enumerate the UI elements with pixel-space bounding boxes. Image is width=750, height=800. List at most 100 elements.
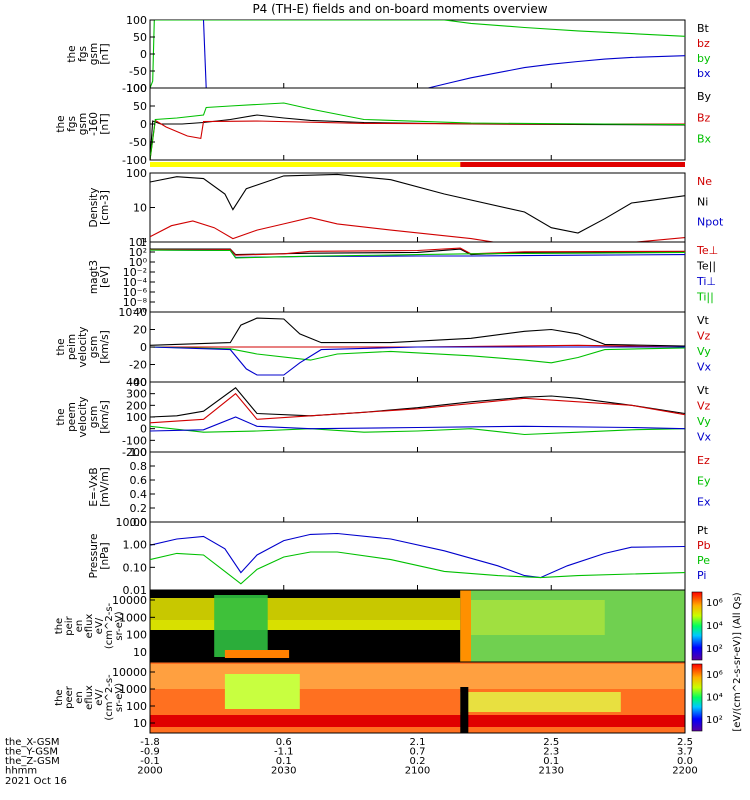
ephemeris-value: 2.3 bbox=[543, 747, 559, 758]
figure-title: P4 (TH-E) fields and on-board moments ov… bbox=[252, 2, 547, 16]
y-axis-label: eV/ bbox=[94, 617, 105, 634]
series-line-density-1 bbox=[150, 217, 685, 242]
ephemeris-value: 2000 bbox=[137, 766, 162, 777]
y-tick-label: -20 bbox=[129, 359, 147, 372]
y-tick-label: 10 bbox=[133, 717, 147, 730]
y-axis-label: gsm bbox=[88, 43, 100, 65]
colorbar-tick-label: 10² bbox=[706, 715, 723, 726]
ephemeris-value: -0.9 bbox=[140, 747, 160, 758]
series-line-temperature-3 bbox=[150, 249, 685, 259]
colorbar-tick-label: 10⁴ bbox=[706, 693, 723, 704]
y-axis-label: magt3 bbox=[88, 260, 100, 294]
y-axis-label: [nPa] bbox=[99, 542, 111, 569]
y-tick-label: 10000 bbox=[112, 594, 147, 607]
legend-entry: by bbox=[697, 52, 711, 65]
y-axis-label: [nT] bbox=[99, 43, 111, 64]
y-tick-label: 0.8 bbox=[130, 460, 148, 473]
series-line-fgs-0 bbox=[150, 20, 685, 88]
y-axis-label: the bbox=[66, 45, 78, 62]
ephemeris-value: 0.7 bbox=[410, 747, 426, 758]
y-axis-label: gsm bbox=[88, 406, 100, 428]
y-tick-label: -100 bbox=[122, 434, 147, 447]
legend-entry: Ni bbox=[697, 195, 708, 208]
panel-fgs2: 100 50 0 -50 -100 the fgs gsm -160 [nT] By Bz Bx bbox=[55, 82, 712, 167]
ephemeris-value: 0.1 bbox=[276, 756, 292, 767]
y-tick-label: 100 bbox=[126, 82, 147, 95]
series-line-peim-3 bbox=[150, 346, 685, 376]
series-line-density-0 bbox=[150, 173, 685, 234]
legend-entry: By bbox=[697, 90, 712, 103]
mode-bar bbox=[150, 162, 685, 167]
y-tick-label: 200 bbox=[126, 399, 147, 412]
legend-entry: Pb bbox=[697, 539, 711, 552]
y-axis-label: the bbox=[54, 618, 65, 634]
series-line-peem-1 bbox=[150, 392, 685, 424]
y-axis-label: peir bbox=[64, 615, 75, 635]
date-label: 2021 Oct 16 bbox=[5, 776, 67, 787]
y-tick-label: 10⁴ bbox=[129, 236, 148, 249]
ephemeris-value: 0.2 bbox=[410, 756, 426, 767]
y-axis-label: en bbox=[74, 620, 85, 633]
panel-efield: 1.00.80.60.40.20.0 E=-VxB [mV/m] Ez Ey Ex bbox=[88, 446, 711, 529]
y-tick-label: 0.10 bbox=[123, 561, 148, 574]
y-tick-label: 10⁻¹⁰ bbox=[118, 306, 147, 319]
y-axis-label: [cm-3] bbox=[99, 190, 111, 225]
y-tick-label: 100 bbox=[126, 629, 147, 642]
legend-entry: Vt bbox=[697, 384, 710, 397]
ephemeris-row-label: hhmm bbox=[5, 766, 37, 777]
ephemeris-value: -0.1 bbox=[140, 756, 160, 767]
ephemeris-value: 2.5 bbox=[677, 737, 693, 748]
y-axis-label: sr-eV) bbox=[114, 683, 125, 712]
legend-entry: Pi bbox=[697, 569, 706, 582]
y-axis-label: eflux bbox=[84, 685, 95, 710]
y-tick-label: 1000 bbox=[119, 683, 147, 696]
colorbar-tick-label: 10² bbox=[706, 644, 723, 655]
ephemeris-row-label: the_Z-GSM bbox=[5, 756, 60, 767]
y-axis-label: eflux bbox=[84, 614, 95, 639]
spec-region bbox=[471, 600, 605, 635]
legend-entry: Ez bbox=[697, 454, 710, 467]
y-axis-label: velocity bbox=[77, 396, 89, 437]
y-tick-label: 0.0 bbox=[130, 516, 148, 529]
legend-entry: Vt bbox=[697, 314, 710, 327]
y-tick-label: 50 bbox=[133, 100, 147, 113]
spectrogram-peer: 10000 1000 100 10 the peer en eflux eV/(cm^2-s-s… bbox=[54, 661, 723, 734]
y-axis-label: the bbox=[55, 338, 67, 355]
panel-density: 100 10 1 Density [cm-3] Ne Ni Npot bbox=[88, 167, 724, 249]
y-axis-label: en bbox=[74, 691, 85, 704]
legend-entry: Vz bbox=[697, 330, 711, 343]
ephemeris-row-label: the_X-GSM bbox=[5, 737, 59, 748]
ephemeris-value: 2030 bbox=[271, 766, 296, 777]
y-axis-label: [eV] bbox=[99, 266, 111, 288]
y-axis-label: eV/ bbox=[94, 689, 105, 706]
panel-peim: 40 20 0 -20 -40 the peim velocity gsm [km/s] Vt Vz V… bbox=[55, 306, 712, 389]
y-axis-label: sr-eV) bbox=[114, 611, 125, 640]
legend-entry: Vy bbox=[697, 415, 711, 428]
y-axis-label: the bbox=[55, 115, 67, 132]
y-axis-label: fgs bbox=[66, 116, 78, 132]
y-axis-label: peer bbox=[64, 685, 75, 709]
y-axis-label: fgs bbox=[77, 46, 89, 62]
y-tick-label: -200 bbox=[122, 446, 147, 459]
y-tick-label: 400 bbox=[126, 376, 147, 389]
y-axis-label: [nT] bbox=[99, 113, 111, 134]
panel-pressure: 10.00 1.00 0.10 0.01 Pressure [nPa] Pt Pb Pe Pi bbox=[88, 516, 711, 597]
spec-band bbox=[150, 715, 685, 727]
y-tick-label: 10.00 bbox=[116, 516, 148, 529]
legend-entry: Vy bbox=[697, 345, 711, 358]
y-axis-label: the bbox=[54, 689, 65, 705]
series-line-peem-3 bbox=[150, 416, 685, 432]
legend-entry: Te|| bbox=[696, 260, 716, 273]
y-tick-label: 1 bbox=[140, 236, 147, 249]
y-tick-label: -100 bbox=[122, 82, 147, 95]
y-tick-label: 10000 bbox=[112, 666, 147, 679]
legend-entry: Ti⊥ bbox=[696, 275, 716, 288]
spec-edge bbox=[460, 590, 471, 662]
ephemeris-value: 3.7 bbox=[677, 747, 693, 758]
spec-burst bbox=[214, 595, 268, 657]
mode-bar-yellow bbox=[150, 162, 461, 167]
panel-frame bbox=[149, 172, 686, 243]
